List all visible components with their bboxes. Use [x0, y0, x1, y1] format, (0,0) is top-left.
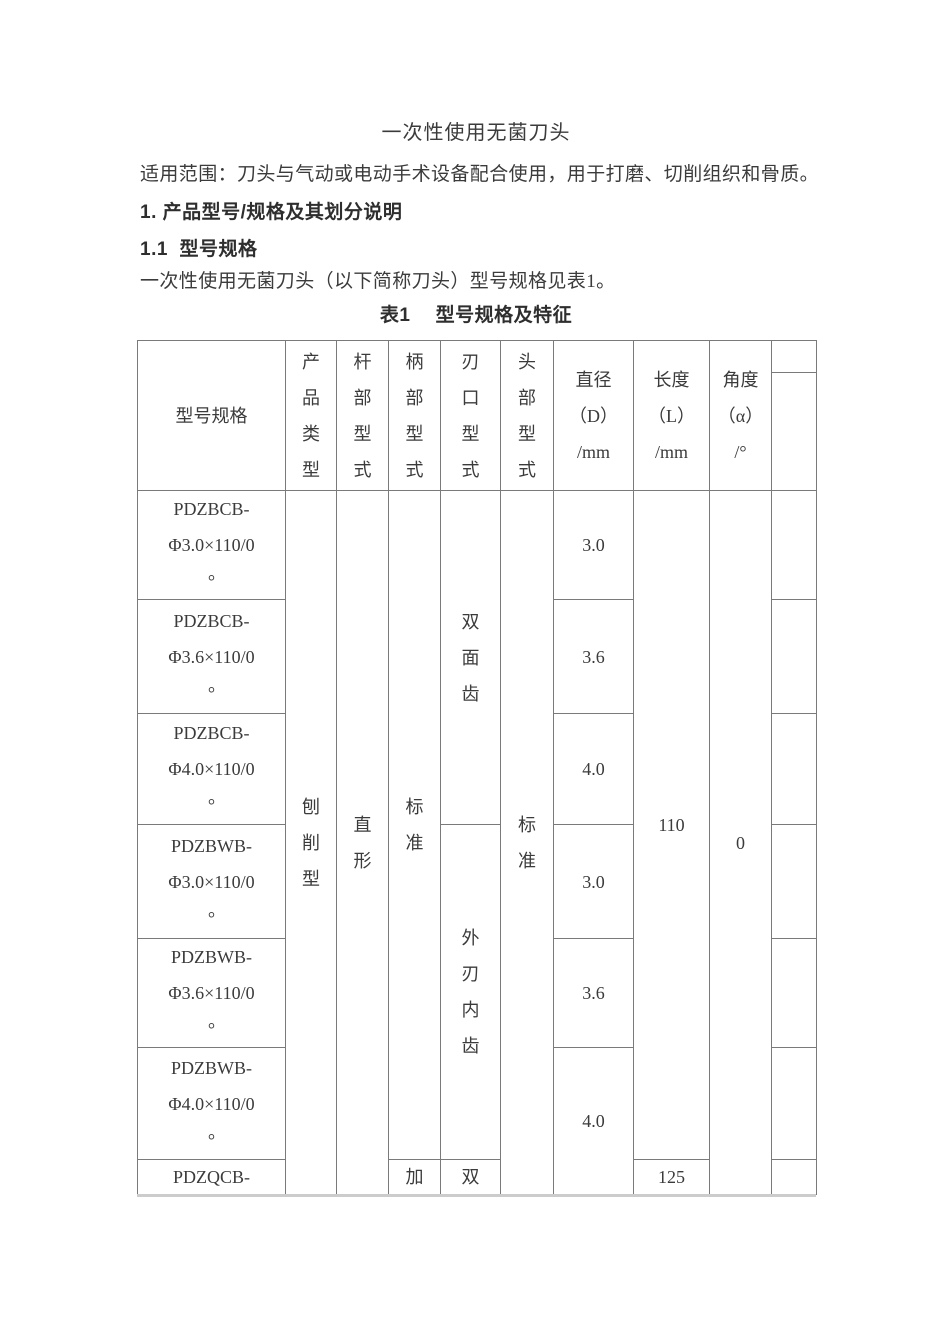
table-row: PDZBCB- Φ4.0×110/0 ° 4.0 [137, 713, 817, 825]
diameter-cell: 3.0 [553, 824, 634, 939]
handle-type-cell: 加 [388, 1159, 441, 1195]
table-row: PDZBCB- Φ3.0×110/0 ° 刨 削 型 直 形 标 准 双 面 齿… [137, 490, 817, 1195]
model-spec-cell: PDZBCB- Φ4.0×110/0 ° [137, 713, 286, 825]
diameter-cell: 4.0 [553, 713, 634, 825]
intro-paragraph: 一次性使用无菌刀头（以下简称刀头）型号规格见表1。 [140, 271, 616, 292]
table-caption: 表1 型号规格及特征 [379, 305, 573, 326]
head-type-cell: 标 准 [500, 490, 554, 1195]
header-row-bottom [138, 372, 817, 491]
header-model-spec: 型号规格 [137, 340, 286, 491]
document-title: 一次性使用无菌刀头 [381, 122, 571, 144]
header-edge-type: 刃 口 型 式 [440, 340, 501, 491]
header-diameter: 直径 （D） /mm [553, 340, 634, 491]
header-length: 长度 （L） /mm [633, 340, 710, 491]
empty-cell [771, 1047, 817, 1160]
spec-table: 型号规格 产 品 类 型 杆 部 型 式 柄 部 型 式 刃 口 型 式 头 部… [137, 340, 817, 1195]
header-extra-bottom-cell [771, 372, 817, 491]
shaft-type-cell: 直 形 [336, 490, 389, 1195]
section-1-heading: 1. 产品型号/规格及其划分说明 [140, 202, 403, 223]
diameter-cell: 3.6 [553, 599, 634, 714]
header-head-type: 头 部 型 式 [500, 340, 554, 491]
header-row-top: 型号规格 产 品 类 型 杆 部 型 式 柄 部 型 式 刃 口 型 式 头 部… [137, 340, 817, 491]
diameter-cell: 4.0 [553, 1047, 634, 1195]
length-cell: 110 [633, 490, 710, 1160]
product-type-cell: 刨 削 型 [285, 490, 337, 1195]
table-row: PDZBWB- Φ3.0×110/0 ° 外 刃 内 齿 3.0 [137, 824, 817, 1160]
header-product-type: 产 品 类 型 [285, 340, 337, 491]
angle-cell: 0 [709, 490, 772, 1195]
empty-cell [771, 1159, 817, 1195]
edge-type-cell: 外 刃 内 齿 [440, 824, 501, 1160]
model-spec-cell: PDZBCB- Φ3.0×110/0 ° [137, 490, 286, 600]
edge-type-cell: 双 [440, 1159, 501, 1195]
diameter-cell: 3.0 [553, 490, 634, 600]
length-cell: 125 [633, 1159, 710, 1195]
empty-cell [771, 713, 817, 825]
model-spec-cell: PDZBWB- Φ4.0×110/0 ° [137, 1047, 286, 1160]
table-row: PDZBWB- Φ3.6×110/0 ° 3.6 [137, 938, 817, 1048]
edge-type-cell: 双 面 齿 [440, 490, 501, 825]
diameter-cell: 3.6 [553, 938, 634, 1048]
empty-cell [771, 599, 817, 714]
page-cut-shadow [137, 1194, 816, 1197]
scope-paragraph: 适用范围：刀头与气动或电动手术设备配合使用，用于打磨、切削组织和骨质。 [140, 164, 820, 185]
model-spec-cell: PDZBWB- Φ3.6×110/0 ° [137, 938, 286, 1048]
section-1-1-heading: 1.1 型号规格 [140, 239, 258, 260]
header-handle-type: 柄 部 型 式 [388, 340, 441, 491]
header-shaft-type: 杆 部 型 式 [336, 340, 389, 491]
model-spec-cell: PDZBWB- Φ3.0×110/0 ° [137, 824, 286, 939]
empty-cell [771, 938, 817, 1048]
handle-type-cell: 标 准 [388, 490, 441, 1160]
model-spec-cell: PDZBCB- Φ3.6×110/0 ° [137, 599, 286, 714]
header-angle: 角度 （α） /° [709, 340, 772, 491]
table-row: PDZBWB- Φ4.0×110/0 ° 4.0 [137, 1047, 817, 1195]
header-extra-top-cell [771, 340, 817, 373]
empty-cell [771, 490, 817, 600]
model-spec-cell: PDZQCB- [137, 1159, 286, 1195]
table-row-cutoff: PDZQCB- 加 双 125 [137, 1159, 817, 1195]
empty-cell [771, 824, 817, 939]
